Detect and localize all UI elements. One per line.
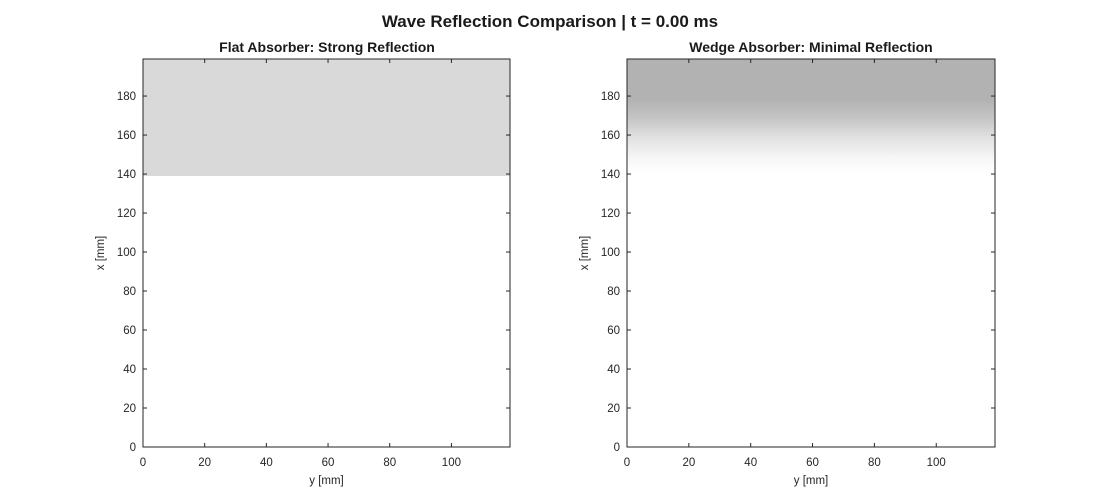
tick-labels: 0 20 40 60 80 100 0 20 40 60 80 100 120 140 160 180 bbox=[117, 91, 461, 469]
x-tick-label: 0 bbox=[140, 457, 146, 469]
absorber-region bbox=[627, 59, 995, 175]
y-tick-label: 80 bbox=[607, 286, 620, 298]
x-tick-label: 20 bbox=[198, 457, 211, 469]
x-tick-label: 40 bbox=[260, 457, 273, 469]
tick-marks bbox=[142, 59, 510, 448]
absorber-region bbox=[143, 59, 510, 176]
x-tick-label: 100 bbox=[442, 457, 461, 469]
y-tick-label: 60 bbox=[123, 325, 136, 337]
y-axis-label: x [mm] bbox=[95, 236, 107, 271]
x-tick-label: 60 bbox=[322, 457, 335, 469]
y-tick-label: 80 bbox=[123, 286, 136, 298]
y-tick-label: 60 bbox=[607, 325, 620, 337]
tick-labels: 0 20 40 60 80 100 0 20 40 60 80 100 120 140 160 180 bbox=[601, 91, 946, 469]
y-tick-label: 100 bbox=[117, 247, 136, 259]
x-axis-label: y [mm] bbox=[794, 475, 829, 487]
x-tick-label: 40 bbox=[744, 457, 757, 469]
x-tick-label: 80 bbox=[383, 457, 396, 469]
y-tick-label: 140 bbox=[117, 169, 136, 181]
y-tick-label: 180 bbox=[117, 91, 136, 103]
figure-title: Wave Reflection Comparison | t = 0.00 ms bbox=[382, 12, 718, 31]
y-tick-label: 120 bbox=[117, 208, 136, 220]
y-tick-label: 160 bbox=[601, 130, 620, 142]
x-tick-label: 60 bbox=[806, 457, 819, 469]
x-tick-label: 100 bbox=[927, 457, 946, 469]
y-tick-label: 120 bbox=[601, 208, 620, 220]
y-tick-label: 20 bbox=[123, 403, 136, 415]
x-tick-label: 80 bbox=[868, 457, 881, 469]
y-tick-label: 160 bbox=[117, 130, 136, 142]
y-tick-label: 40 bbox=[123, 364, 136, 376]
y-tick-label: 0 bbox=[614, 442, 620, 454]
y-tick-label: 100 bbox=[601, 247, 620, 259]
y-tick-label: 140 bbox=[601, 169, 620, 181]
y-tick-label: 180 bbox=[601, 91, 620, 103]
absorber-flat-region bbox=[143, 59, 510, 176]
y-tick-label: 40 bbox=[607, 364, 620, 376]
panel-title: Wedge Absorber: Minimal Reflection bbox=[689, 39, 932, 55]
axes-frame bbox=[626, 58, 996, 448]
x-tick-label: 0 bbox=[624, 457, 630, 469]
x-axis-label: y [mm] bbox=[309, 475, 344, 487]
x-tick-label: 20 bbox=[682, 457, 695, 469]
y-tick-label: 20 bbox=[607, 403, 620, 415]
y-axis-label: x [mm] bbox=[579, 236, 591, 271]
absorber-wedge-region bbox=[627, 59, 995, 175]
axes-frame bbox=[142, 58, 511, 448]
panel-title: Flat Absorber: Strong Reflection bbox=[219, 39, 435, 55]
panel-flat-absorber: Flat Absorber: Strong Reflection 0 20 40 60… bbox=[95, 39, 511, 487]
panel-wedge-absorber: Wedge Absorber: Minimal Reflection 0 20 40… bbox=[579, 39, 996, 487]
y-tick-label: 0 bbox=[130, 442, 136, 454]
